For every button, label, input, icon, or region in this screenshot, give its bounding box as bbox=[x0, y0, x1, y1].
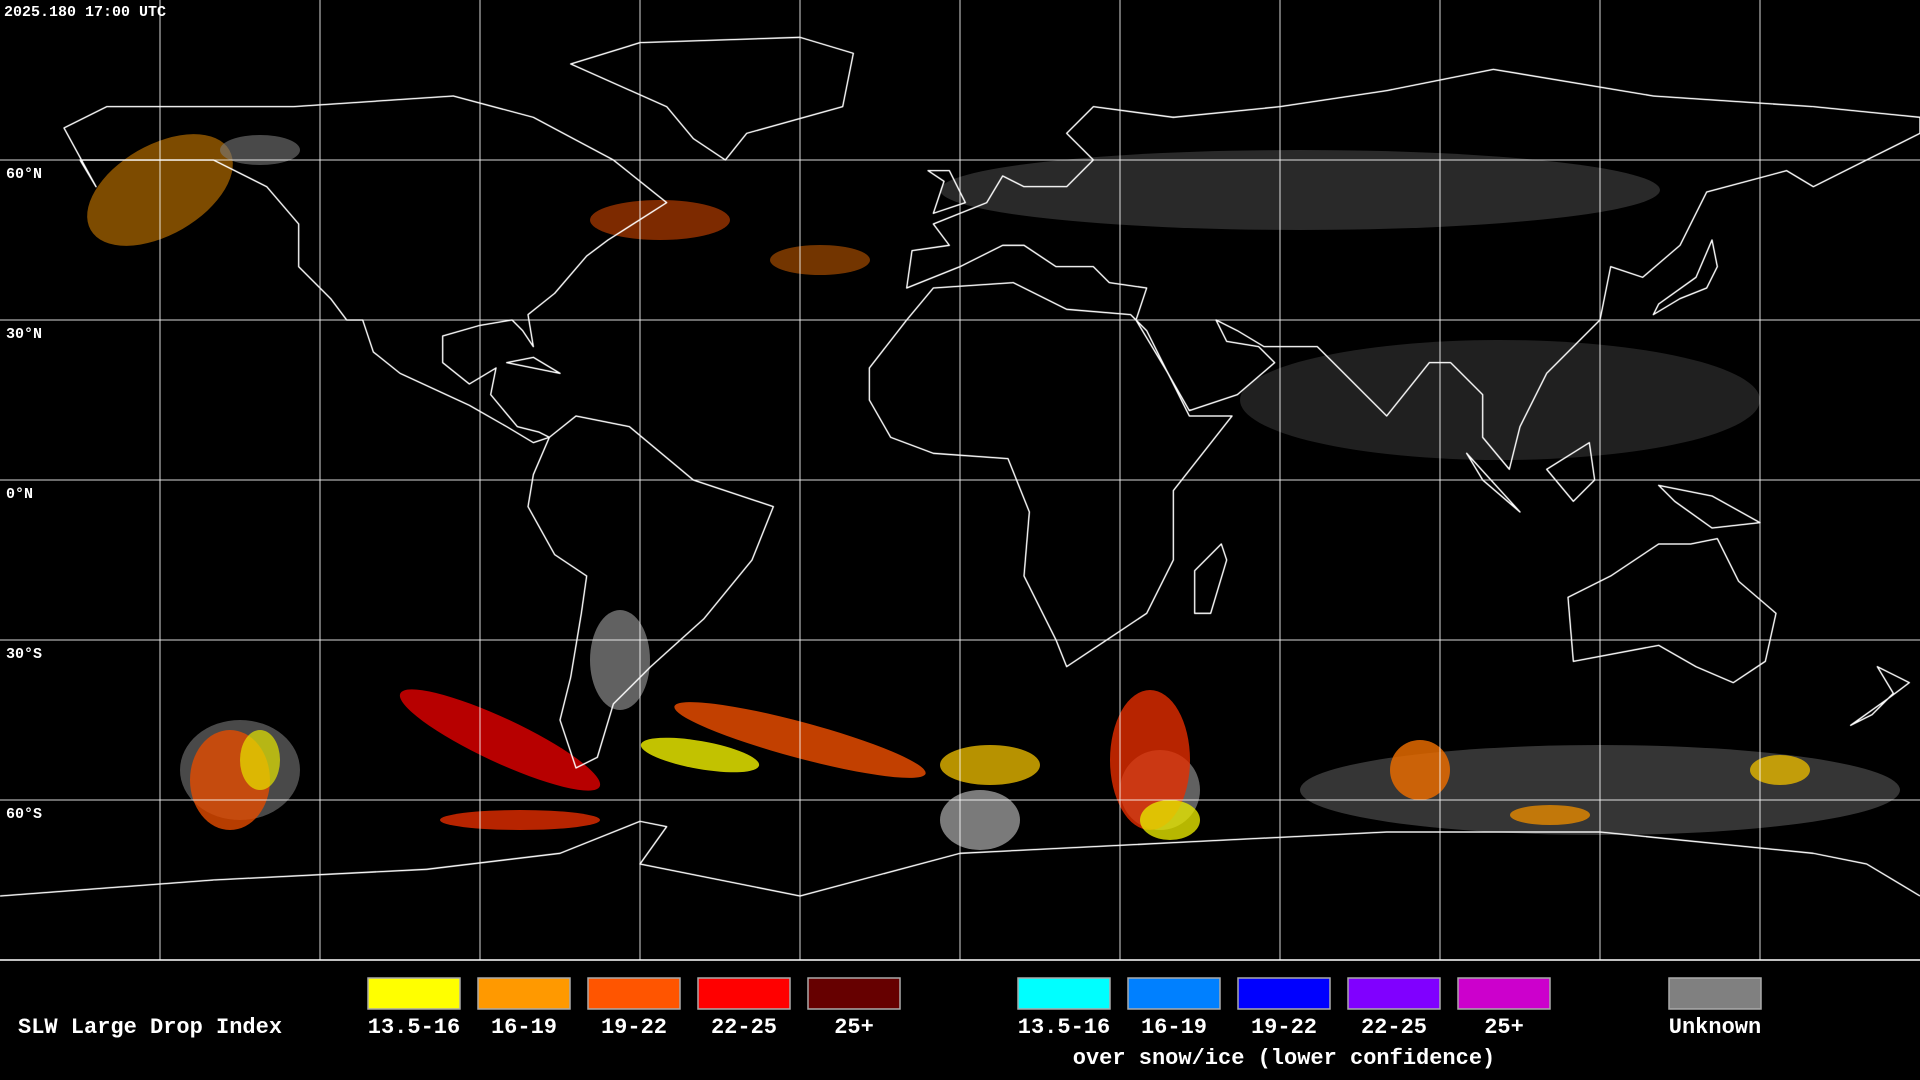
legend-label: 16-19 bbox=[1141, 1015, 1207, 1040]
latitude-label: 30°N bbox=[6, 326, 42, 343]
legend-label: 19-22 bbox=[601, 1015, 667, 1040]
legend-label: 13.5-16 bbox=[1018, 1015, 1110, 1040]
legend-label: 25+ bbox=[1484, 1015, 1524, 1040]
legend-swatch bbox=[1237, 977, 1331, 1010]
graticule bbox=[0, 0, 1920, 961]
legend-swatch bbox=[1017, 977, 1111, 1010]
latitude-label: 0°N bbox=[6, 486, 33, 503]
legend-swatch bbox=[1457, 977, 1551, 1010]
legend-swatch bbox=[477, 977, 571, 1010]
legend-label: 25+ bbox=[834, 1015, 874, 1040]
legend-swatch bbox=[1347, 977, 1441, 1010]
legend-label: 13.5-16 bbox=[368, 1015, 460, 1040]
legend-swatch bbox=[1668, 977, 1762, 1010]
timestamp: 2025.180 17:00 UTC bbox=[4, 4, 166, 21]
legend-label: 16-19 bbox=[491, 1015, 557, 1040]
legend-title: SLW Large Drop Index bbox=[18, 1015, 282, 1040]
legend-swatch bbox=[697, 977, 791, 1010]
legend-swatch bbox=[807, 977, 901, 1010]
legend-label: Unknown bbox=[1669, 1015, 1761, 1040]
legend-swatch bbox=[367, 977, 461, 1010]
latitude-label: 60°N bbox=[6, 166, 42, 183]
world-map bbox=[0, 0, 1920, 961]
snow-ice-caption: over snow/ice (lower confidence) bbox=[1073, 1046, 1495, 1071]
legend-label: 22-25 bbox=[1361, 1015, 1427, 1040]
cloud-field bbox=[87, 134, 1900, 850]
latitude-label: 30°S bbox=[6, 646, 42, 663]
legend-label: 19-22 bbox=[1251, 1015, 1317, 1040]
latitude-label: 60°S bbox=[6, 806, 42, 823]
legend-swatch bbox=[587, 977, 681, 1010]
legend-label: 22-25 bbox=[711, 1015, 777, 1040]
latitude-labels: 60°N 30°N 0°N 30°S 60°S bbox=[6, 166, 42, 823]
legend-swatch bbox=[1127, 977, 1221, 1010]
legend: SLW Large Drop Index 13.5-16 16-19 19-22 22-… bbox=[18, 977, 1762, 1071]
